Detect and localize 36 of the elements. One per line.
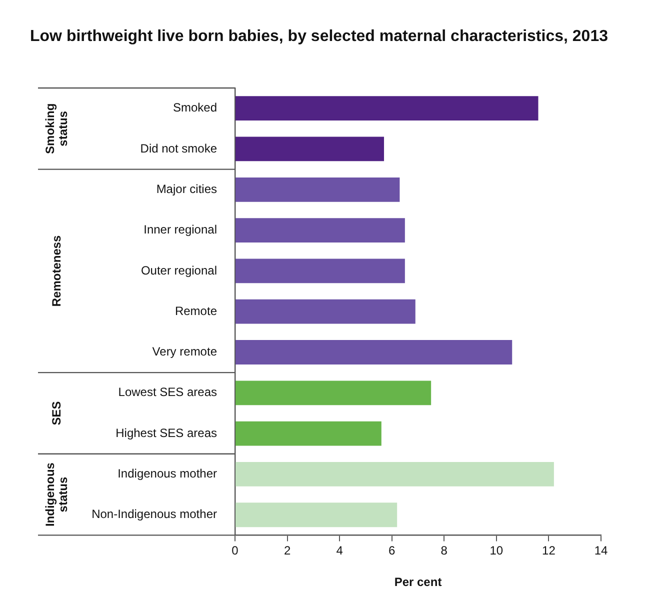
x-tick-label: 12 — [542, 544, 556, 558]
x-tick-label: 8 — [440, 544, 448, 558]
bar — [236, 502, 398, 528]
y-tick-label: Indigenous mother — [118, 466, 217, 481]
bar — [236, 177, 400, 202]
y-tick-label: Did not smoke — [140, 141, 218, 156]
x-tick-label: 14 — [594, 544, 608, 558]
x-tick-label: 10 — [490, 544, 504, 558]
bar — [236, 380, 432, 406]
bar — [236, 136, 384, 162]
bar — [236, 218, 405, 242]
text: Indigenous status — [42, 462, 70, 527]
y-tick-label: Very remote — [152, 344, 218, 359]
bar — [236, 340, 512, 364]
x-tick-label: 4 — [336, 544, 344, 558]
bar — [236, 299, 416, 324]
bar — [236, 96, 538, 121]
y-tick-label: Inner regional — [144, 222, 217, 237]
x-axis-title: Per cent — [394, 575, 442, 590]
y-tick-label: Smoked — [172, 100, 217, 115]
x-tick-label: 2 — [284, 544, 291, 558]
chart-title: Low birthweight live born babies, by selected maternal characteristics, 2013 — [30, 28, 608, 46]
y-tick-label: Non-Indigenous mother — [92, 507, 217, 522]
text: SES — [49, 401, 64, 426]
text: Remoteness — [49, 234, 64, 307]
y-tick-label: Remote — [174, 304, 218, 318]
x-tick-label: 6 — [388, 544, 396, 558]
y-tick-label: Major cities — [156, 182, 217, 196]
y-tick-label: Highest SES areas — [116, 426, 217, 440]
y-tick-label: Lowest SES areas — [118, 385, 217, 400]
text: Smoking status — [42, 103, 70, 154]
bar — [236, 462, 554, 486]
bar — [236, 421, 382, 446]
bar — [236, 258, 405, 284]
y-tick-label: Outer regional — [140, 263, 217, 278]
x-tick-label: 0 — [232, 544, 239, 558]
